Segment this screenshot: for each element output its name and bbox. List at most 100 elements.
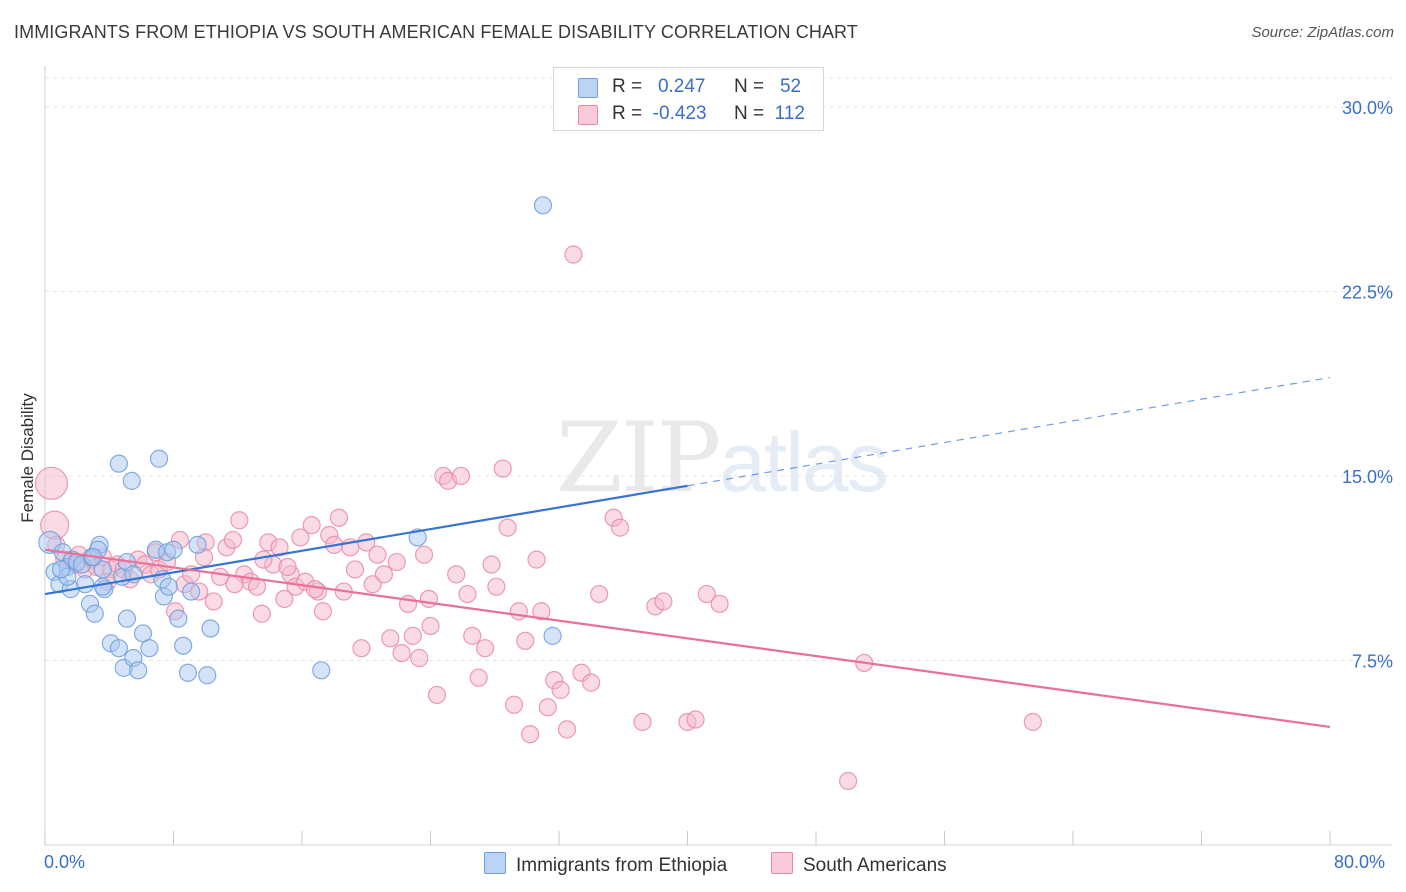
south-american-point [447, 565, 466, 584]
south-american-point [254, 550, 273, 569]
south-american-point [291, 528, 310, 547]
south-american-point [392, 643, 411, 663]
south-american-point [278, 557, 297, 577]
south-american-point [504, 695, 524, 714]
ethiopia-point [543, 626, 562, 645]
south-american-point [476, 639, 495, 658]
south-american-point [686, 710, 705, 729]
watermark-zip: ZIP [556, 402, 721, 514]
ethiopia-point [164, 540, 183, 559]
ethiopia-point [408, 528, 427, 547]
south-american-point [329, 508, 349, 527]
south-american-point [557, 720, 577, 739]
y-tick-label: 22.5% [1342, 282, 1393, 302]
x-tick-label-max: 80.0% [1334, 852, 1386, 872]
legend-r-south-americans: R = -0.423 [612, 103, 707, 124]
ethiopia-point [174, 636, 193, 655]
south-american-point [368, 545, 387, 564]
legend-label-south-americans: South Americans [803, 855, 947, 876]
south-american-point [469, 668, 488, 687]
r-value-ethiopia: 0.247 [657, 76, 706, 97]
x-tick-label-min: 0.0% [44, 852, 86, 872]
south-american-point [352, 639, 371, 658]
ethiopia-point [51, 560, 71, 579]
y-tick-label: 15.0% [1342, 467, 1393, 487]
ethiopia-point [93, 577, 112, 596]
south-american-point [590, 584, 609, 604]
south-american-point [527, 550, 546, 569]
ethiopia-point [76, 575, 95, 594]
south-american-point [34, 466, 69, 500]
south-american-point [421, 616, 440, 636]
south-american-point [493, 459, 512, 478]
south-american-point [564, 245, 583, 264]
ethiopia-point [109, 639, 128, 658]
south-american-point [458, 584, 477, 604]
south-american-point [427, 685, 447, 705]
chart-title: IMMIGRANTS FROM ETHIOPIA VS SOUTH AMERIC… [14, 22, 858, 42]
y-tick-label: 7.5% [1352, 651, 1393, 671]
south-american-point [223, 530, 243, 550]
legend-swatch-south-americans [771, 852, 793, 874]
legend-n-south-americans: N = 112 [734, 103, 805, 124]
legend-swatch-ethiopia [484, 852, 506, 874]
south-american-point [551, 680, 570, 700]
south-american-point [538, 698, 557, 717]
ethiopia-point [85, 604, 104, 623]
legend-row-south-americans: R = -0.423 N = 112 [554, 101, 823, 127]
ethiopia-point [149, 449, 169, 468]
legend-r-ethiopia: R = 0.247 [612, 76, 706, 97]
south-american-point [410, 648, 429, 668]
south-american-point [345, 560, 365, 579]
r-value-south-americans: -0.423 [652, 103, 707, 124]
south-american-point [387, 552, 406, 572]
ethiopia-point [122, 471, 141, 490]
legend-n-ethiopia: N = 52 [734, 76, 802, 97]
ethiopia-point [129, 661, 148, 680]
y-axis-label: Female Disability [18, 393, 37, 523]
south-american-point [487, 577, 506, 596]
ethiopia-point [188, 535, 207, 554]
ethiopia-point [198, 666, 217, 685]
south-american-point [313, 602, 332, 621]
south-american-point [302, 516, 321, 535]
south-american-point [419, 589, 438, 609]
legend-row-ethiopia: R = 0.247 N = 52 [554, 74, 823, 100]
ethiopia-point [159, 577, 178, 596]
south-american-point [252, 604, 271, 623]
south-american-point [697, 584, 716, 604]
south-american-point [305, 580, 324, 599]
ethiopia-point [178, 663, 198, 682]
ethiopia-trend-extension [687, 376, 1331, 487]
south-american-point [225, 575, 244, 594]
n-value-south-americans: 112 [774, 103, 805, 124]
south-american-point [204, 592, 223, 611]
ethiopia-trend-line [44, 484, 688, 596]
south-american-point [582, 673, 601, 692]
south-american-point [710, 594, 729, 613]
zipatlas-watermark: ZIPatlas [556, 402, 889, 514]
south-american-point [498, 518, 517, 537]
ethiopia-point [533, 196, 553, 215]
south-american-point [509, 602, 528, 621]
south-american-point [451, 466, 471, 486]
south-american-point [230, 511, 249, 530]
south-american-point [520, 725, 540, 744]
source-attribution: Source: ZipAtlas.com [1251, 24, 1394, 41]
south-american-point [1023, 712, 1042, 732]
south-american-point [516, 631, 535, 650]
y-tick-label: 30.0% [1342, 98, 1393, 118]
south-americans-trend-line [44, 548, 1331, 728]
correlation-legend: R = 0.247 N = 52 R = -0.423 N = 112 [553, 67, 824, 131]
legend-item-south-americans: South Americans [771, 852, 947, 877]
south-american-point [633, 712, 652, 732]
south-american-point [610, 518, 630, 537]
south-american-point [839, 771, 858, 791]
legend-item-ethiopia: Immigrants from Ethiopia [484, 852, 727, 877]
south-american-point [270, 538, 289, 557]
south-american-point [654, 592, 673, 611]
legend-label-ethiopia: Immigrants from Ethiopia [516, 855, 728, 876]
south-american-point [403, 626, 422, 645]
legend-swatch-pink [578, 105, 598, 125]
